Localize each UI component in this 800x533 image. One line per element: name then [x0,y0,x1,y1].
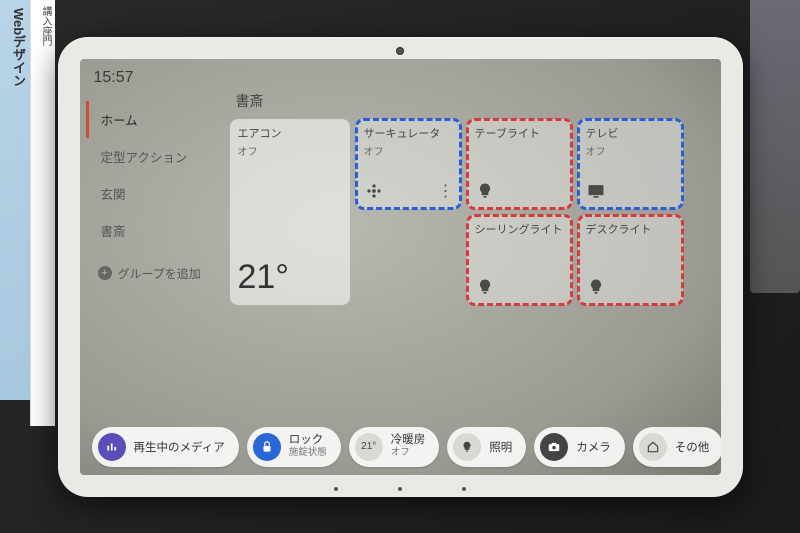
fan-icon [364,181,384,201]
tile-aircon[interactable]: エアコン オフ 21° [230,119,350,305]
tile-desk-light[interactable]: デスクライト [578,215,683,305]
chip-other[interactable]: その他 [633,427,721,467]
background-object [750,0,800,293]
status-bar: 15:57 [80,59,721,87]
chip-camera[interactable]: カメラ [534,427,625,467]
sidebar-item-label: 定型アクション [101,151,188,165]
clock: 15:57 [94,69,134,86]
tile-state: オフ [586,143,675,158]
bulb-icon [453,433,481,461]
tile-label: エアコン [238,127,342,141]
background-books: Webデザイン 講入座門 [0,0,55,533]
tile-label: テレビ [586,127,675,141]
sidebar-item-entrance[interactable]: 玄関 [86,175,230,212]
tile-ceiling-light[interactable]: シーリングライト [467,215,572,305]
chip-sublabel: 施錠状態 [289,448,327,459]
book-spine-2: 講入座門 [30,0,55,426]
chip-label: 冷暖房 [391,434,426,447]
camera-dot [396,47,404,55]
sidebar-item-label: 書斎 [101,225,126,239]
bottom-bar: 再生中のメディア ロック施錠状態 21° 冷暖房オフ 照明 カメラ その他 [80,427,721,467]
chip-label: その他 [675,439,710,455]
tile-label: デスクライト [586,223,675,237]
chip-climate[interactable]: 21° 冷暖房オフ [349,427,440,467]
sidebar: ホーム 定型アクション 玄関 書斎 + グループを追加 [80,87,230,423]
plus-icon: + [98,266,112,280]
chip-sublabel: オフ [391,448,426,459]
tile-state: オフ [364,143,453,158]
tile-label: テーブライト [475,127,564,141]
sidebar-item-home[interactable]: ホーム [86,101,230,138]
sidebar-item-label: 玄関 [101,188,126,202]
room-content: 書斎 エアコン オフ 21° サーキュレータ オフ [230,87,721,423]
bulb-icon [586,277,606,297]
chip-lock[interactable]: ロック施錠状態 [247,427,341,467]
home-icon [639,433,667,461]
sidebar-add-group[interactable]: + グループを追加 [86,255,230,292]
sidebar-item-study[interactable]: 書斎 [86,212,230,249]
bulb-icon [475,181,495,201]
camera-icon [540,433,568,461]
tile-state: オフ [238,143,342,158]
smart-display-frame: 15:57 ホーム 定型アクション 玄関 書斎 + グループを追加 書斎 エアコ… [58,37,743,497]
sidebar-item-routines[interactable]: 定型アクション [86,138,230,175]
tv-icon [586,181,606,201]
chip-label: ロック [289,434,327,447]
temp-badge: 21° [355,433,383,461]
chip-label: カメラ [576,439,611,455]
equalizer-icon [98,433,126,461]
tile-temperature: 21° [238,258,342,297]
chip-lights[interactable]: 照明 [447,427,526,467]
room-title: 書斎 [230,91,713,119]
sidebar-item-label: ホーム [101,114,138,128]
screen: 15:57 ホーム 定型アクション 玄関 書斎 + グループを追加 書斎 エアコ… [80,59,721,475]
device-tile-grid: エアコン オフ 21° サーキュレータ オフ ⋮ [230,119,713,305]
book-spine-1: Webデザイン [0,0,30,400]
chip-label: 再生中のメディア [134,439,225,455]
tile-label: シーリングライト [475,223,564,237]
sidebar-add-label: グループを追加 [118,265,201,282]
chip-label: 照明 [489,439,512,455]
bulb-icon [475,277,495,297]
tile-circulator[interactable]: サーキュレータ オフ ⋮ [356,119,461,209]
lock-icon [253,433,281,461]
more-icon[interactable]: ⋮ [438,181,453,201]
frame-indicator-dots [334,487,466,491]
tile-tv[interactable]: テレビ オフ [578,119,683,209]
tile-label: サーキュレータ [364,127,453,141]
chip-media[interactable]: 再生中のメディア [92,427,239,467]
tile-table-light[interactable]: テーブライト [467,119,572,209]
